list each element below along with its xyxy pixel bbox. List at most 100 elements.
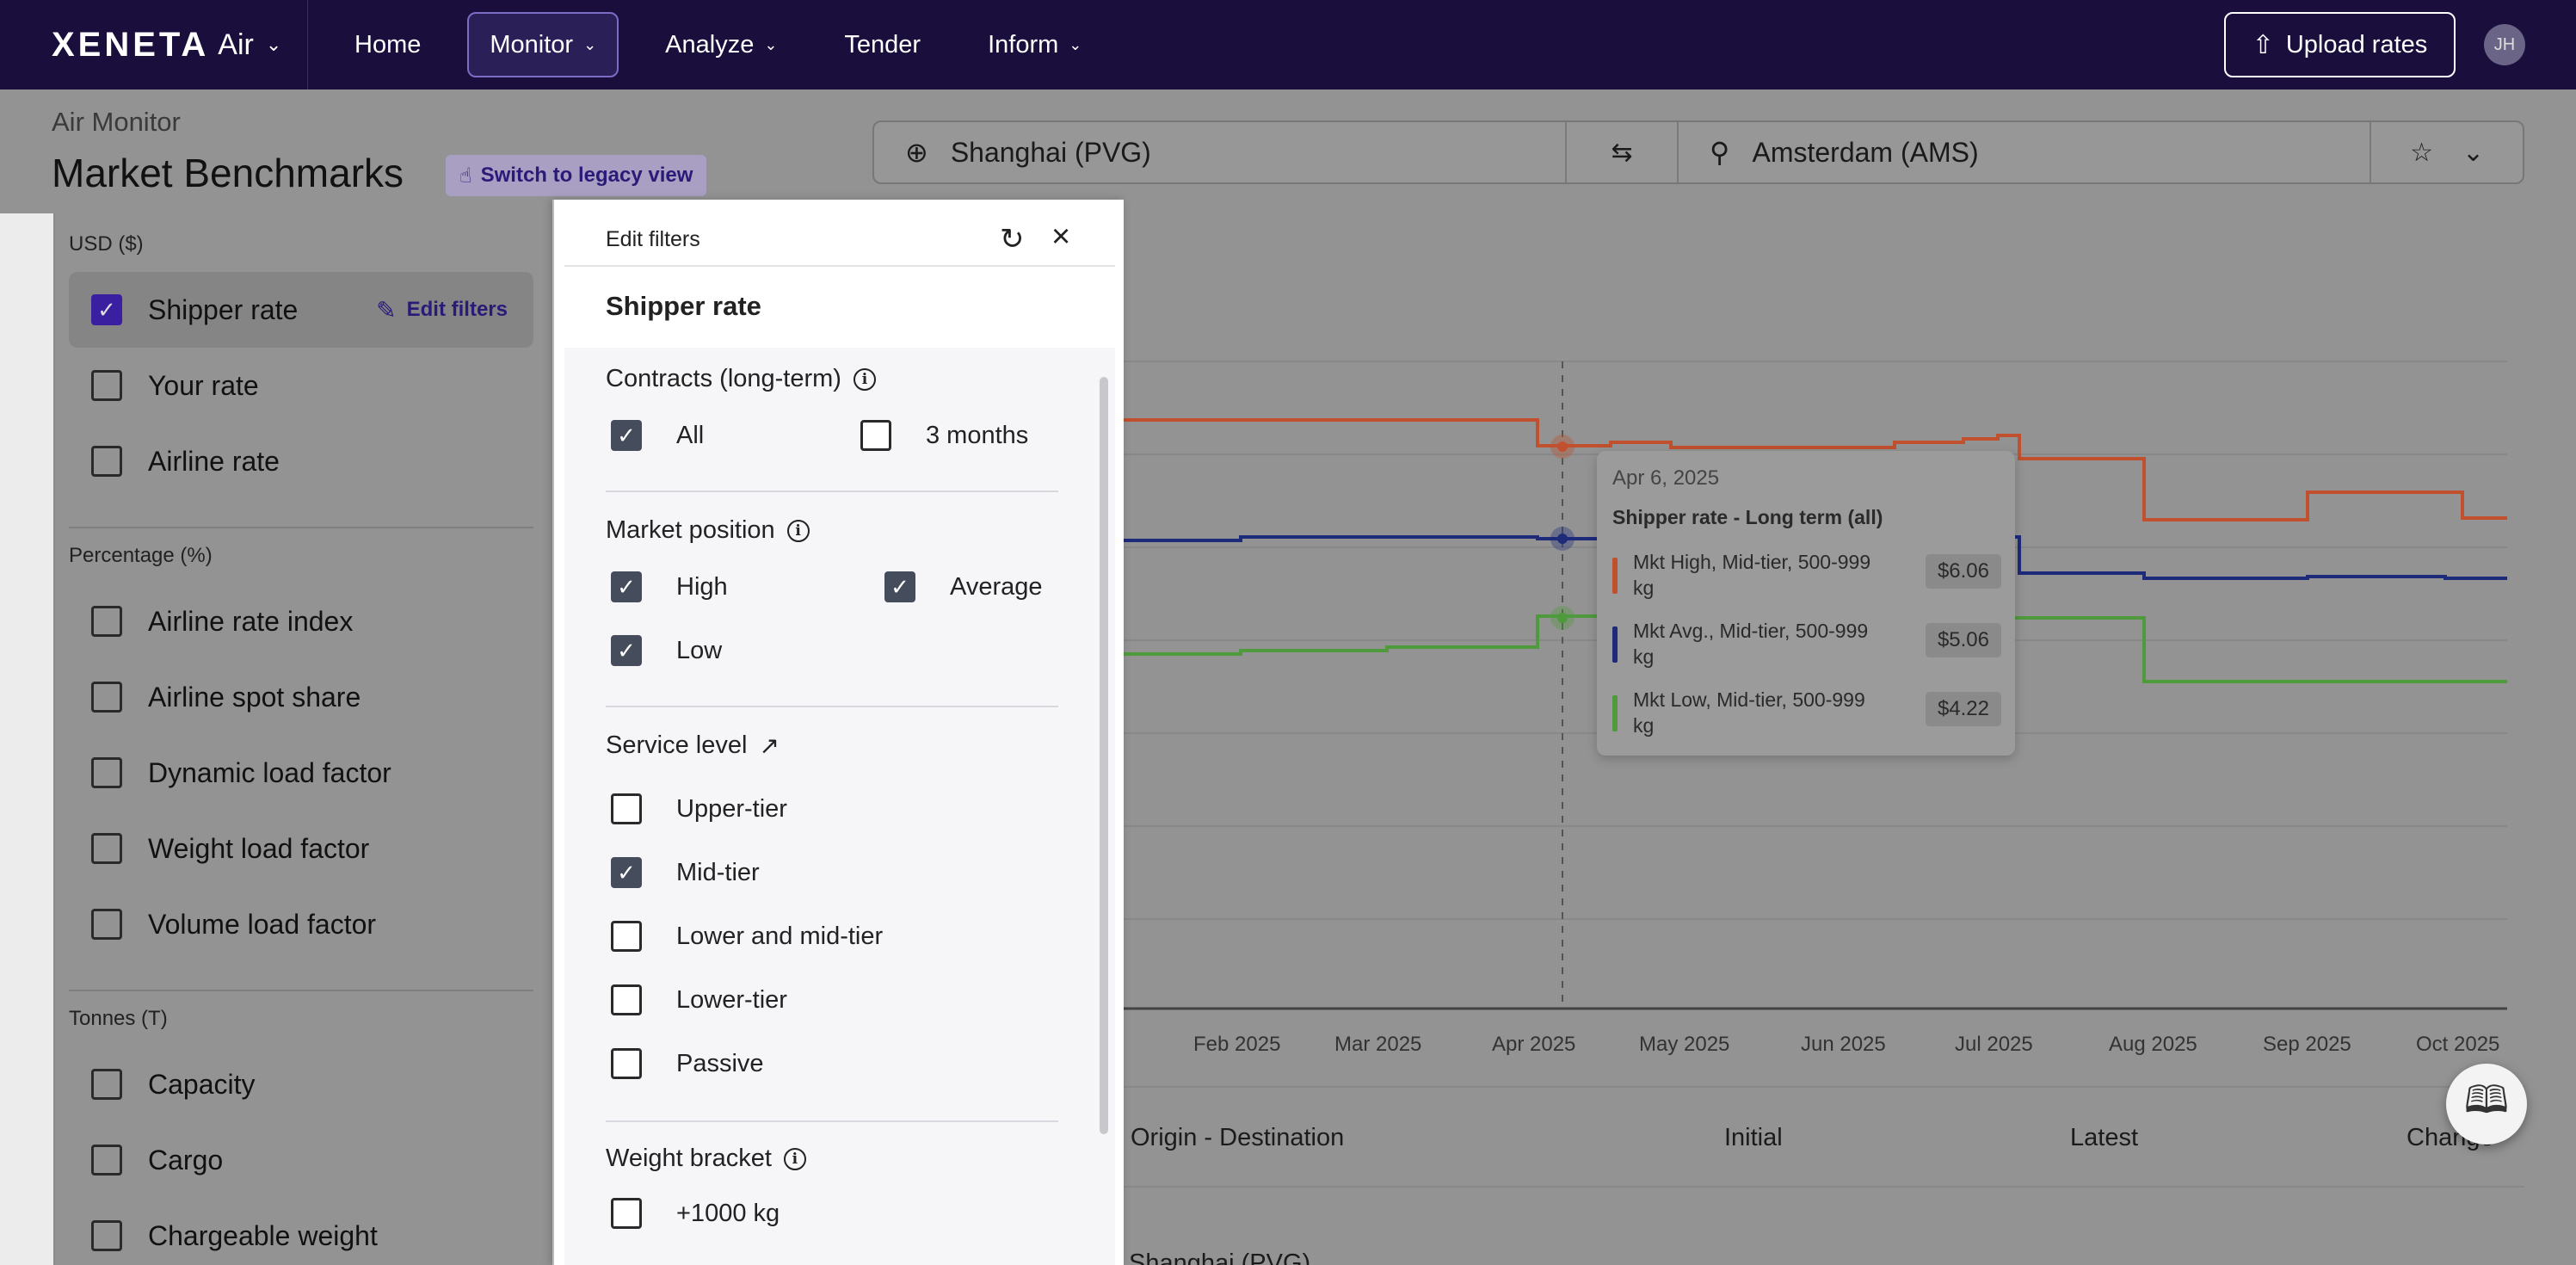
metric-cargo[interactable]: Cargo <box>69 1122 533 1198</box>
option-1000-kg[interactable]: +1000 kg <box>611 1198 780 1229</box>
external-link-icon[interactable]: ↗ <box>759 732 780 759</box>
metric-chargeable-weight[interactable]: Chargeable weight <box>69 1198 533 1265</box>
chevron-down-icon[interactable]: ⌄ <box>2462 138 2485 167</box>
checkbox[interactable] <box>611 921 642 952</box>
panel-header-label: Edit filters <box>606 227 700 251</box>
swap-route-button[interactable]: ⇆ <box>1567 122 1679 182</box>
series-color-swatch <box>1612 558 1618 594</box>
metric-label: Airline spot share <box>148 681 361 713</box>
checkbox[interactable]: ✓ <box>611 635 642 666</box>
metric-label: Chargeable weight <box>148 1219 378 1251</box>
edit-filters-link[interactable]: ✎ Edit filters <box>376 296 508 324</box>
metric-your-rate[interactable]: Your rate <box>69 348 533 423</box>
series-high-line <box>1120 418 2507 521</box>
market-position-label: Market position <box>606 516 775 544</box>
metric-capacity[interactable]: Capacity <box>69 1046 533 1122</box>
metric-shipper-rate[interactable]: ✓ Shipper rate ✎ Edit filters <box>69 272 533 348</box>
metric-label: Your rate <box>148 369 259 401</box>
checkbox[interactable]: ✓ <box>611 857 642 888</box>
option-mid-tier[interactable]: ✓ Mid-tier <box>611 857 760 888</box>
checkbox[interactable]: ✓ <box>884 571 915 602</box>
option-lower-and-mid-tier[interactable]: Lower and mid-tier <box>611 921 883 952</box>
option-label: 3 months <box>926 421 1029 449</box>
checkbox[interactable] <box>91 370 122 401</box>
col-initial[interactable]: Initial <box>1724 1124 1783 1151</box>
col-latest[interactable]: Latest <box>2070 1124 2138 1151</box>
brand-switcher[interactable]: XENETA Air ⌄ <box>0 0 308 89</box>
metric-airline-spot-share[interactable]: Airline spot share <box>69 659 533 735</box>
series-low-line <box>1120 614 2507 683</box>
option-high[interactable]: ✓ High <box>611 571 728 602</box>
metric-airline-rate[interactable]: Airline rate <box>69 423 533 499</box>
checkbox[interactable]: ✓ <box>91 294 122 325</box>
option-passive[interactable]: Passive <box>611 1048 764 1079</box>
switch-legacy-button[interactable]: ☝ Switch to legacy view <box>446 155 707 196</box>
nav-home[interactable]: Home <box>334 12 441 77</box>
checkbox[interactable] <box>611 1198 642 1229</box>
upload-rates-button[interactable]: ⇧ Upload rates <box>2224 12 2456 77</box>
avatar[interactable]: JH <box>2484 24 2525 65</box>
option-label: +1000 kg <box>676 1199 780 1227</box>
checkbox[interactable] <box>91 833 122 864</box>
top-nav: XENETA Air ⌄ Home Monitor ⌄ Analyze ⌄ Tend… <box>0 0 2576 89</box>
metric-dynamic-load-factor[interactable]: Dynamic load factor <box>69 735 533 811</box>
metric-label: Dynamic load factor <box>148 756 391 788</box>
info-icon[interactable]: i <box>853 367 876 391</box>
checkbox[interactable] <box>611 793 642 824</box>
col-origin-destination[interactable]: Origin - Destination <box>1131 1124 1345 1151</box>
favorites-menu[interactable]: ☆ ⌄ <box>2371 122 2523 182</box>
metric-label: Volume load factor <box>148 908 377 940</box>
checkbox[interactable] <box>91 757 122 788</box>
metric-airline-rate-index[interactable]: Airline rate index <box>69 583 533 659</box>
destination-value: Amsterdam (AMS) <box>1752 136 1979 168</box>
checkbox[interactable] <box>611 1048 642 1079</box>
tooltip-row-value: $5.06 <box>1925 623 2001 657</box>
metric-label: Airline rate index <box>148 605 354 637</box>
checkbox[interactable] <box>91 682 122 713</box>
checkbox[interactable] <box>91 909 122 940</box>
checkbox[interactable] <box>91 1145 122 1176</box>
option-low[interactable]: ✓ Low <box>611 635 722 666</box>
metric-volume-load-factor[interactable]: Volume load factor <box>69 886 533 962</box>
checkbox[interactable] <box>860 420 891 451</box>
checkbox[interactable] <box>91 1220 122 1251</box>
reset-icon[interactable]: ↻ <box>1000 223 1025 256</box>
destination-field[interactable]: ⚲ Amsterdam (AMS) <box>1679 122 2372 182</box>
checkbox[interactable]: ✓ <box>611 571 642 602</box>
info-icon[interactable]: i <box>783 1147 806 1170</box>
breadcrumb[interactable]: Air Monitor <box>52 107 181 137</box>
nav-tender[interactable]: Tender <box>823 12 941 77</box>
series-color-swatch <box>1612 626 1618 663</box>
chevron-down-icon: ⌄ <box>265 34 282 55</box>
nav-inform[interactable]: Inform ⌄ <box>967 12 1102 77</box>
brand-logo: XENETA <box>52 25 210 64</box>
option-lower-tier[interactable]: Lower-tier <box>611 984 787 1015</box>
tooltip-row-value: $4.22 <box>1925 692 2001 726</box>
checkbox[interactable] <box>91 446 122 477</box>
star-icon[interactable]: ☆ <box>2410 138 2433 167</box>
checkbox[interactable] <box>611 984 642 1015</box>
option-label: Passive <box>676 1049 764 1077</box>
info-icon[interactable]: i <box>786 519 810 542</box>
upload-rates-label: Upload rates <box>2285 30 2428 59</box>
option-upper-tier[interactable]: Upper-tier <box>611 793 787 824</box>
nav-monitor[interactable]: Monitor ⌄ <box>467 12 619 77</box>
series-color-swatch <box>1612 695 1618 731</box>
tooltip-date: Apr 6, 2025 <box>1612 466 1720 490</box>
checkbox[interactable] <box>91 606 122 637</box>
option-3-months[interactable]: 3 months <box>860 420 1028 451</box>
tooltip-row-label: Mkt High, Mid-tier, 500-999 kg <box>1633 551 1871 599</box>
metric-weight-load-factor[interactable]: Weight load factor <box>69 811 533 886</box>
option-all[interactable]: ✓ All <box>611 420 704 451</box>
metric-label: Airline rate <box>148 445 280 477</box>
origin-field[interactable]: ⊕ Shanghai (PVG) <box>874 122 1568 182</box>
help-book-button[interactable]: 🕮 <box>2446 1064 2527 1145</box>
option-average[interactable]: ✓ Average <box>884 571 1043 602</box>
checkbox[interactable] <box>91 1069 122 1100</box>
panel-scrollbar[interactable] <box>1100 377 1108 1134</box>
close-icon[interactable]: × <box>1051 219 1071 255</box>
checkbox[interactable]: ✓ <box>611 420 642 451</box>
panel-subheader: Shipper rate <box>564 267 1115 348</box>
option-label: Mid-tier <box>676 858 760 886</box>
nav-analyze[interactable]: Analyze ⌄ <box>644 12 798 77</box>
